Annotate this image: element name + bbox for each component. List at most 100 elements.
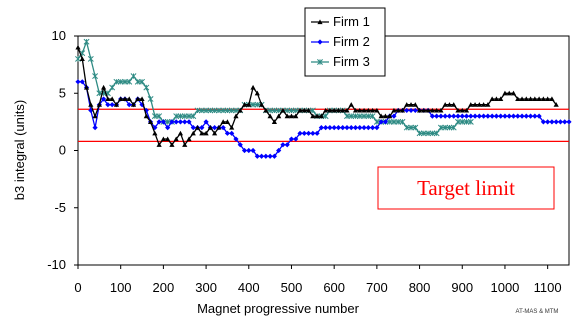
data-point (527, 113, 534, 119)
data-point (545, 119, 551, 125)
data-point (472, 113, 478, 119)
data-point (250, 147, 256, 154)
data-point (532, 96, 538, 102)
data-point (177, 119, 184, 125)
data-point (126, 96, 132, 102)
data-point (147, 96, 154, 102)
data-point (391, 107, 397, 113)
data-point (109, 84, 116, 91)
data-point (177, 130, 184, 136)
x-tick-label: 1100 (534, 280, 562, 295)
data-point (344, 113, 350, 120)
data-point (527, 96, 534, 102)
data-point (348, 113, 355, 120)
data-point (147, 119, 154, 124)
data-point (96, 102, 102, 107)
data-point (391, 113, 397, 119)
series-1 (75, 44, 559, 147)
data-point (459, 118, 466, 125)
data-point (344, 125, 350, 131)
x-tick-label: 0 (74, 280, 81, 295)
data-point (489, 113, 495, 119)
data-point (481, 102, 487, 107)
data-point (506, 90, 512, 96)
data-point (523, 96, 529, 102)
data-point (434, 113, 440, 119)
data-point (467, 118, 474, 125)
data-point (199, 125, 205, 131)
data-point (553, 102, 559, 107)
data-point (455, 118, 461, 125)
data-point (382, 119, 389, 125)
data-point (92, 113, 98, 119)
x-tick-label: 900 (451, 280, 473, 295)
data-point (519, 96, 525, 102)
data-point (387, 113, 393, 119)
data-point (254, 101, 261, 108)
data-point (88, 102, 94, 107)
data-point (399, 107, 406, 113)
data-point (536, 113, 542, 119)
data-point (352, 125, 359, 131)
data-point (258, 102, 265, 107)
data-point (370, 125, 376, 131)
data-point (318, 113, 324, 119)
data-point (356, 113, 363, 120)
data-point (182, 119, 188, 125)
data-point (322, 113, 329, 120)
data-point (297, 107, 303, 113)
data-point (357, 107, 363, 113)
data-point (186, 119, 192, 125)
data-point (284, 113, 290, 119)
data-point (186, 136, 192, 142)
y-tick-label: -5 (54, 200, 66, 215)
data-point (420, 130, 427, 137)
data-point (463, 113, 470, 119)
data-point (344, 107, 350, 113)
data-point (314, 130, 320, 136)
data-point (545, 96, 551, 102)
data-point (455, 107, 461, 113)
data-point (378, 119, 384, 125)
data-point (173, 136, 179, 142)
data-point (519, 113, 525, 119)
data-point (506, 113, 512, 119)
data-point (404, 107, 410, 114)
data-point (361, 125, 367, 131)
data-point (241, 102, 248, 107)
data-point (267, 113, 273, 119)
x-tick-label: 300 (195, 280, 217, 295)
data-point (378, 113, 384, 119)
data-point (224, 119, 231, 124)
data-point (220, 125, 226, 131)
data-point (190, 113, 197, 120)
data-point (83, 38, 90, 45)
data-point (515, 96, 521, 102)
data-point (331, 107, 337, 113)
data-point (237, 107, 243, 113)
data-point (323, 125, 329, 131)
data-point (438, 113, 444, 119)
data-point (540, 96, 546, 102)
data-point (113, 78, 120, 85)
data-point (207, 125, 213, 130)
data-point (288, 107, 295, 114)
data-point (481, 113, 487, 119)
data-point (472, 102, 478, 107)
data-point (438, 107, 444, 113)
data-point (493, 96, 500, 102)
data-point (301, 107, 307, 113)
data-point (254, 90, 260, 96)
data-point (370, 107, 376, 113)
data-point (399, 118, 406, 125)
data-point (156, 142, 162, 147)
data-point (314, 113, 320, 119)
data-point (446, 124, 453, 131)
data-point (297, 130, 303, 136)
data-point (536, 96, 542, 102)
data-point (130, 102, 137, 107)
data-point (395, 107, 401, 113)
data-point (126, 78, 133, 85)
data-point (510, 90, 517, 96)
